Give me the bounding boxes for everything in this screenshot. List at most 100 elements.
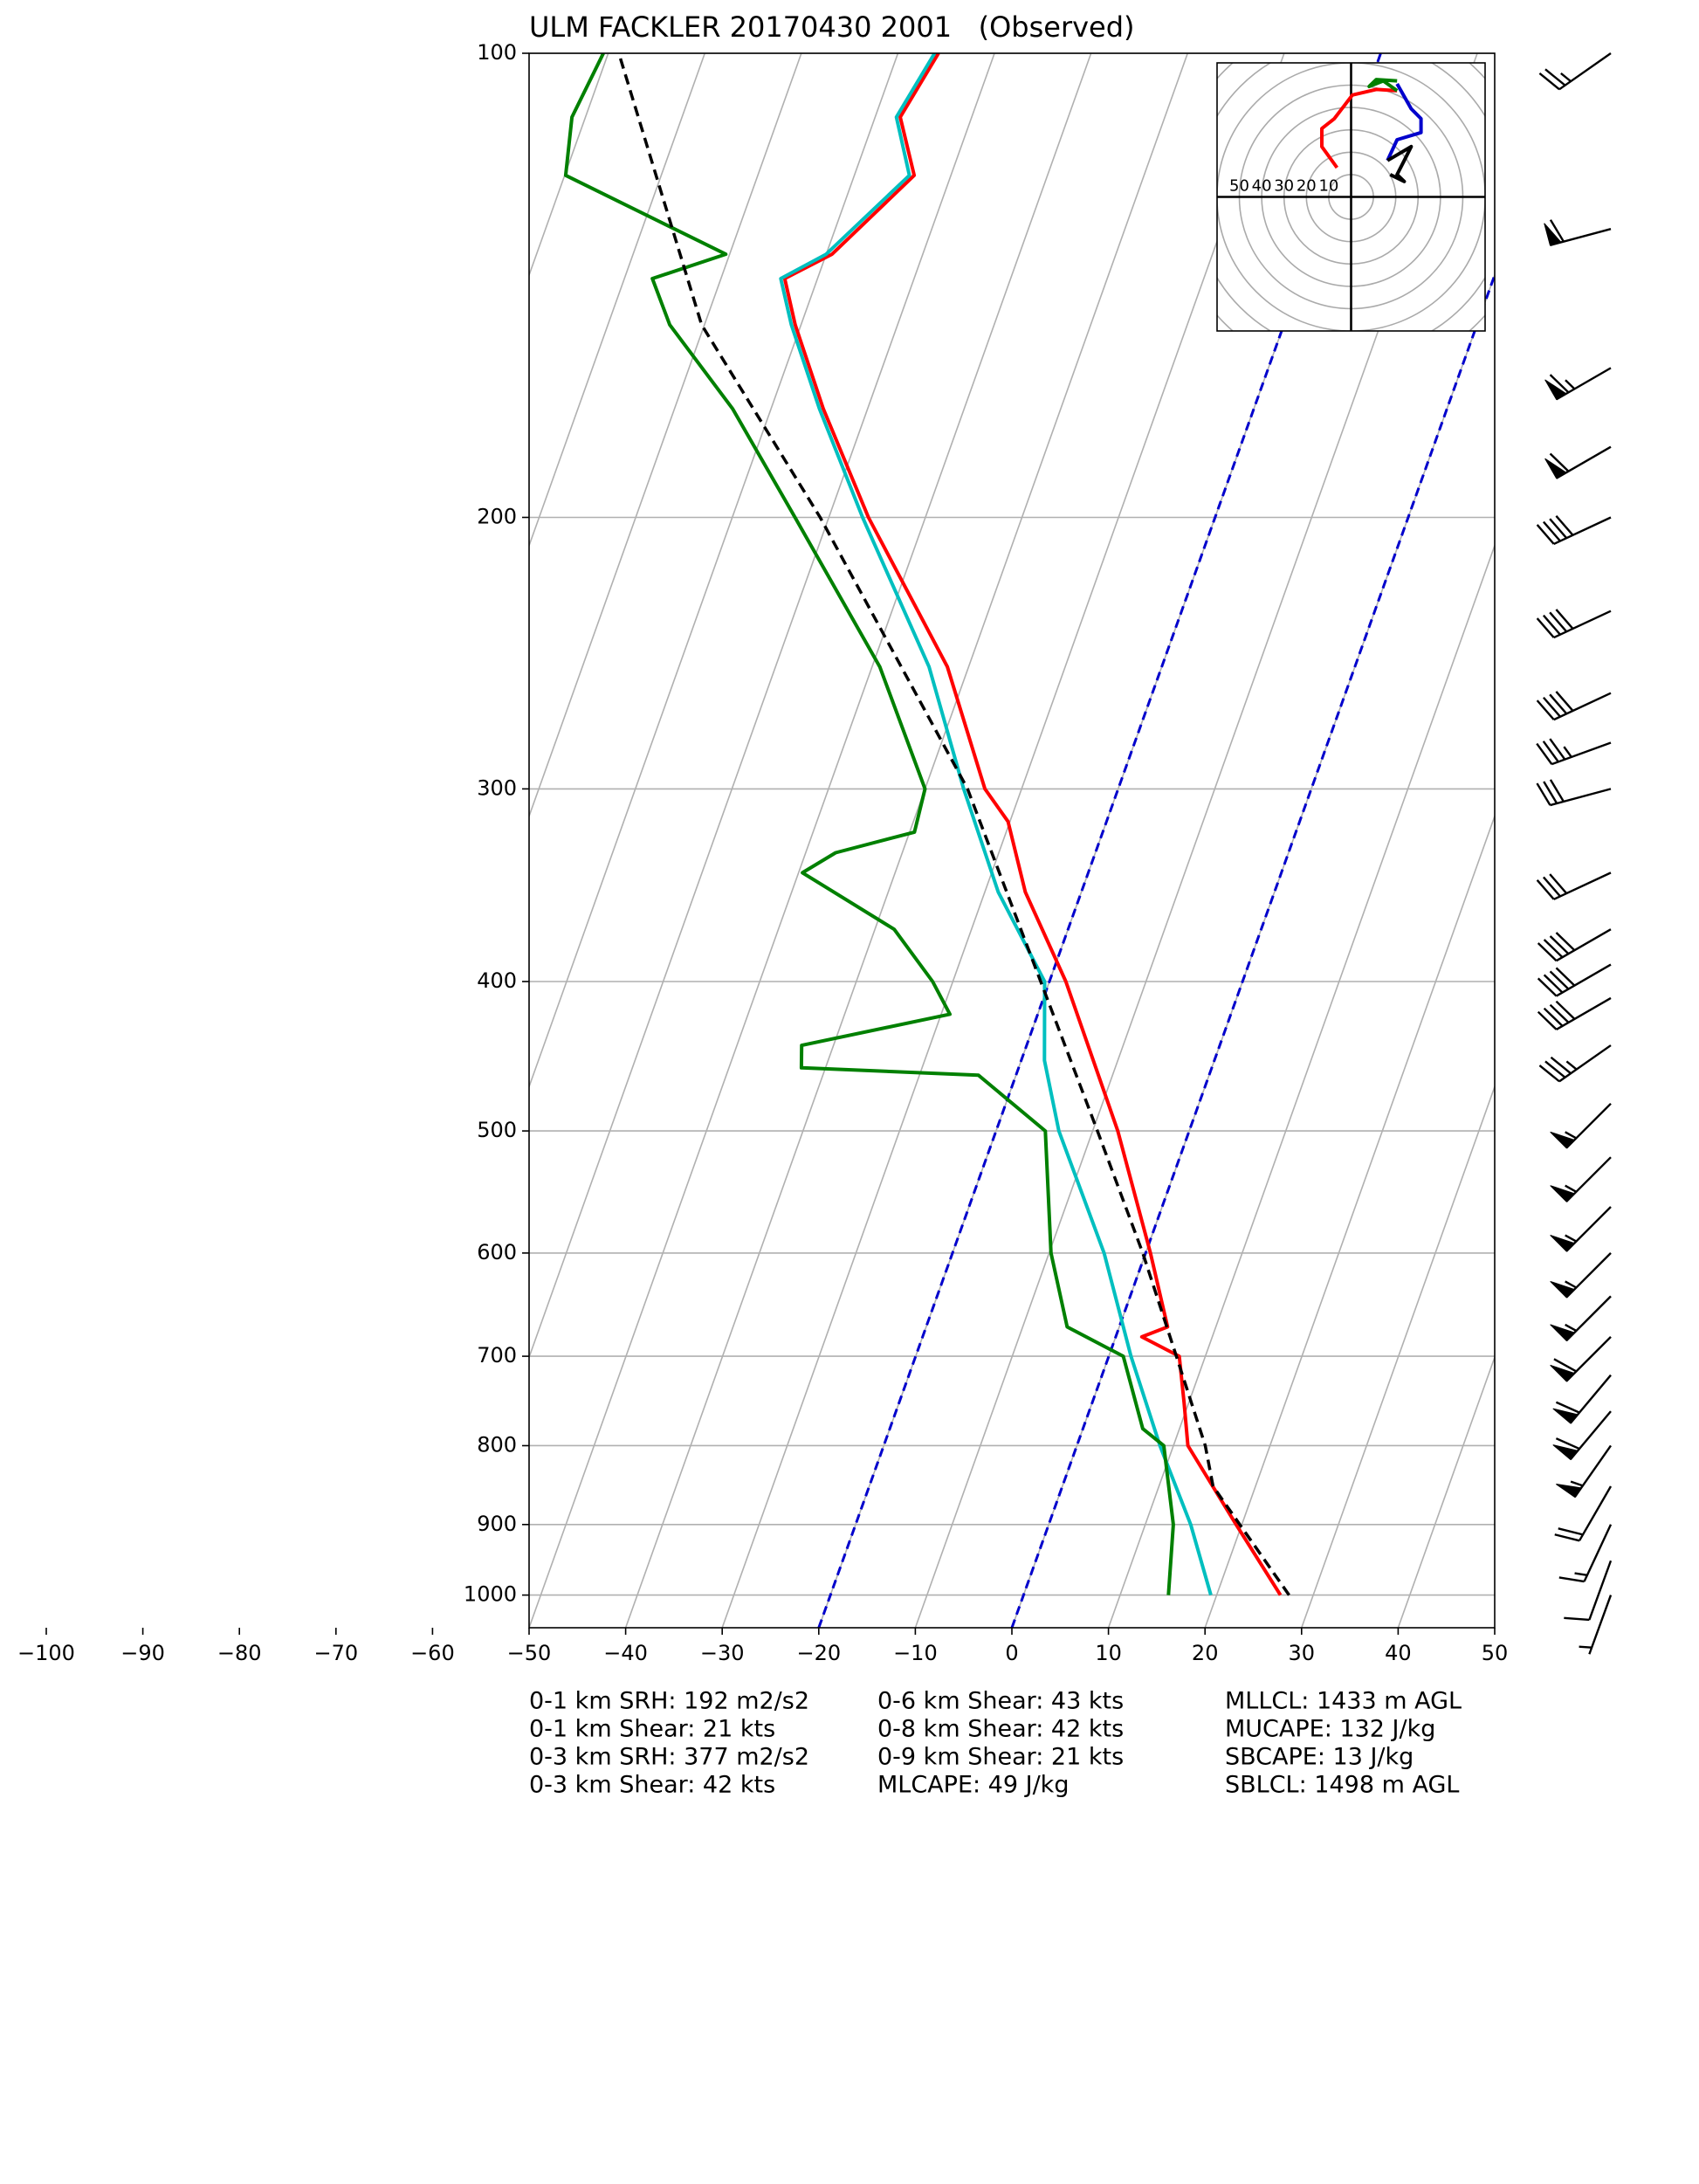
- barb-full: [1553, 1358, 1577, 1373]
- barb-staff: [1553, 516, 1612, 546]
- wind-barb: [1550, 1206, 1612, 1252]
- barb-staff: [1588, 1595, 1613, 1655]
- y-tick-label: 100: [477, 40, 517, 65]
- barb-full: [1555, 1401, 1580, 1414]
- barb-flag: [1556, 1484, 1583, 1498]
- stat-text: SBCAPE: 13 J/kg: [1225, 1744, 1414, 1771]
- barb-full: [1538, 1064, 1560, 1083]
- wind-barb: [1544, 445, 1612, 479]
- barb-full: [1536, 699, 1555, 720]
- wind-barb: [1579, 1595, 1613, 1655]
- hodograph-frame: [1216, 62, 1486, 332]
- stat-text: MLCAPE: 49 J/kg: [877, 1772, 1069, 1799]
- x-tick-label: −30: [700, 1641, 745, 1665]
- x-tick-label: −40: [603, 1641, 648, 1665]
- hodograph-line: [1386, 83, 1423, 162]
- wind-barb: [1538, 1044, 1612, 1083]
- barb-staff: [1556, 996, 1612, 1030]
- barb-full: [1550, 1056, 1572, 1075]
- isotherm: [529, 53, 899, 1089]
- barb-full: [1555, 1000, 1576, 1020]
- isotherm: [1204, 814, 1495, 1628]
- hodograph: 50 40 30 20 10: [1216, 62, 1486, 332]
- y-tick-label: 900: [477, 1512, 517, 1536]
- wind-barb: [1554, 1485, 1613, 1542]
- wind-barb: [1558, 1524, 1613, 1583]
- barb-half: [1563, 746, 1572, 758]
- wind-barb: [1550, 1295, 1612, 1342]
- wind-barb: [1536, 609, 1612, 639]
- barb-half: [1565, 1323, 1577, 1333]
- barb-half: [1565, 1184, 1577, 1193]
- x-tick-label: −70: [313, 1641, 358, 1665]
- y-tick-label: 200: [477, 504, 517, 528]
- isotherm: [1397, 1354, 1495, 1628]
- barb-half: [1565, 379, 1576, 390]
- barb-flag: [1544, 223, 1562, 246]
- isotherm: [1301, 1085, 1495, 1628]
- wind-barb: [1538, 52, 1612, 91]
- x-tick-label: 20: [1192, 1641, 1219, 1665]
- stat-text: MUCAPE: 132 J/kg: [1225, 1716, 1435, 1743]
- stat-text: 0-3 km SRH: 377 m2/s2: [529, 1744, 809, 1771]
- barb-full: [1555, 691, 1574, 712]
- barb-full: [1555, 967, 1576, 987]
- isotherm: [624, 53, 1189, 1628]
- barb-full: [1544, 1060, 1566, 1078]
- wind-barb: [1537, 963, 1612, 997]
- barb-staff: [1558, 52, 1612, 91]
- stat-text: 0-3 km Shear: 42 kts: [529, 1772, 775, 1799]
- barb-full: [1537, 1010, 1558, 1030]
- stat-text: 0-9 km Shear: 21 kts: [877, 1744, 1124, 1771]
- barb-flag: [1550, 1324, 1576, 1342]
- stat-text: 0-1 km SRH: 192 m2/s2: [529, 1688, 809, 1715]
- x-tick-label: −50: [507, 1641, 552, 1665]
- wind-barb: [1550, 1102, 1612, 1149]
- hodograph-ring-label: 40: [1252, 177, 1272, 196]
- barb-half: [1565, 1280, 1577, 1289]
- barb-full: [1564, 1616, 1590, 1622]
- hodograph-ring-label: 50: [1229, 177, 1249, 196]
- barb-full: [1543, 876, 1561, 898]
- barb-staff: [1578, 1485, 1613, 1541]
- barb-full: [1549, 452, 1570, 472]
- isotherm: [529, 53, 802, 818]
- stat-text: 0-6 km Shear: 43 kts: [877, 1688, 1124, 1715]
- isotherm: [529, 53, 706, 548]
- isotherm: [529, 53, 1092, 1628]
- stat-text: 0-8 km Shear: 42 kts: [877, 1716, 1124, 1743]
- x-tick-label: −60: [410, 1641, 455, 1665]
- barb-full: [1536, 742, 1553, 765]
- barb-full: [1536, 782, 1551, 806]
- barb-full: [1537, 942, 1558, 962]
- hodograph-line: [1367, 78, 1399, 93]
- y-tick-label: 300: [477, 775, 517, 800]
- wind-barb: [1536, 779, 1612, 807]
- barb-full: [1555, 932, 1576, 952]
- wind-barb: [1552, 1374, 1612, 1424]
- barb-staff: [1553, 692, 1612, 721]
- barb-full: [1536, 524, 1555, 545]
- wind-barb: [1536, 738, 1612, 766]
- barb-full: [1549, 873, 1568, 894]
- stat-text: 0-1 km Shear: 21 kts: [529, 1716, 775, 1743]
- barb-full: [1538, 72, 1560, 91]
- barb-full: [1543, 520, 1561, 542]
- wind-barb: [1536, 691, 1612, 721]
- barb-full: [1543, 781, 1558, 804]
- barb-flag: [1552, 1444, 1579, 1461]
- barb-full: [1549, 518, 1568, 539]
- x-tick-label: 40: [1385, 1641, 1412, 1665]
- barb-full: [1555, 514, 1574, 536]
- barb-full: [1542, 741, 1559, 763]
- barb-half: [1565, 1060, 1578, 1071]
- isotherm: [721, 53, 1285, 1628]
- barb-full: [1549, 374, 1570, 394]
- barb-full: [1543, 696, 1561, 718]
- barb-full: [1549, 611, 1568, 633]
- barb-full: [1543, 939, 1564, 959]
- stat-text: MLLCL: 1433 m AGL: [1225, 1688, 1462, 1715]
- barb-full: [1555, 609, 1574, 630]
- wind-barb: [1552, 1410, 1612, 1461]
